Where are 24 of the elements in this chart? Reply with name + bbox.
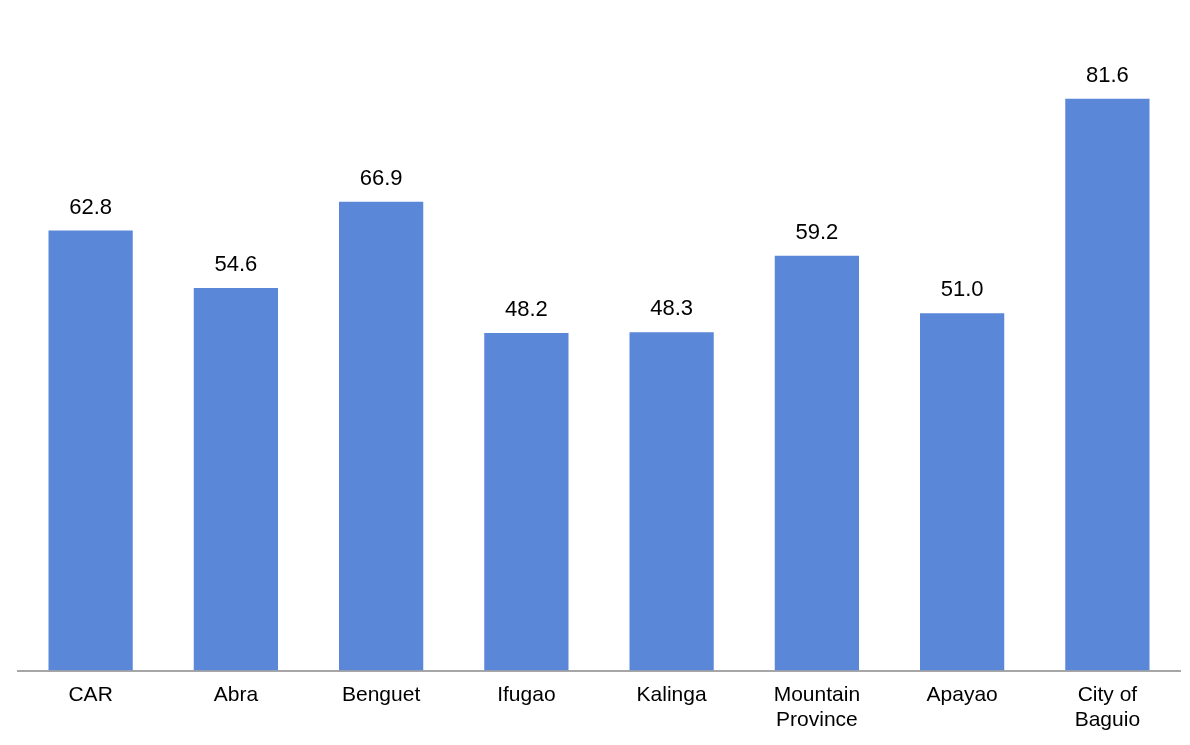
bar bbox=[339, 201, 424, 671]
x-tick-label: Ifugao bbox=[497, 682, 556, 705]
data-label: 51.0 bbox=[940, 276, 984, 302]
bar bbox=[774, 255, 859, 671]
x-tick-label: Kalinga bbox=[636, 682, 707, 705]
data-label: 48.2 bbox=[504, 295, 548, 321]
x-tick-label: City of Baguio bbox=[1074, 682, 1141, 731]
x-tick-label: Mountain Province bbox=[773, 682, 861, 731]
data-label: 81.6 bbox=[1085, 61, 1129, 87]
x-tick-label: Abra bbox=[213, 682, 259, 705]
bar bbox=[1065, 98, 1150, 671]
bar bbox=[920, 313, 1005, 671]
data-label: 62.8 bbox=[69, 193, 113, 219]
bar bbox=[629, 332, 714, 671]
data-label: 54.6 bbox=[214, 251, 258, 277]
bar bbox=[484, 332, 569, 671]
x-tick-label: Benguet bbox=[342, 682, 421, 705]
data-label: 59.2 bbox=[795, 218, 839, 244]
x-tick-label: Apayao bbox=[926, 682, 998, 705]
bar bbox=[48, 230, 133, 671]
bar bbox=[193, 288, 278, 671]
data-label: 66.9 bbox=[359, 164, 403, 190]
data-label: 48.3 bbox=[650, 295, 694, 321]
x-tick-label: CAR bbox=[68, 682, 113, 705]
